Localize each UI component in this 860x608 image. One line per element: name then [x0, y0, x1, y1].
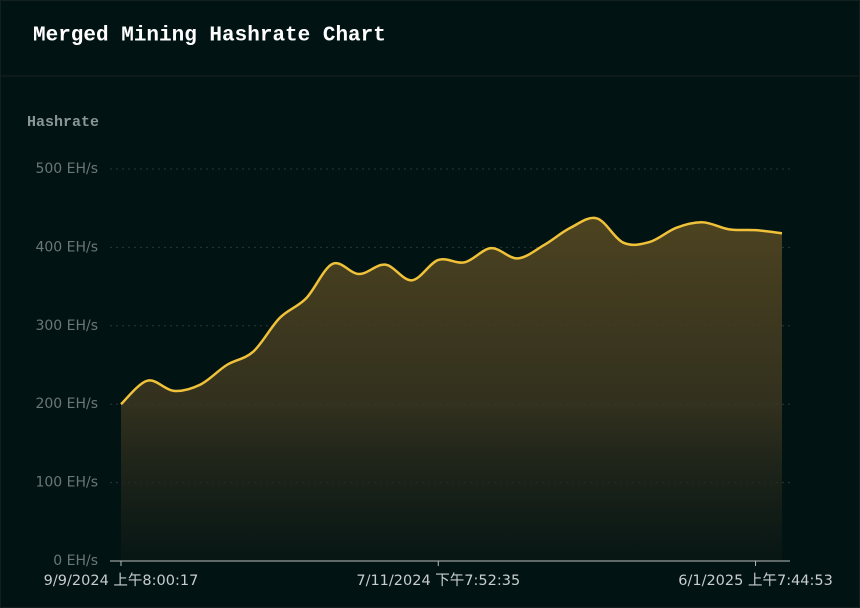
x-tick-label: 6/1/2025 上午7:44:53	[678, 572, 833, 589]
y-tick-label: 100 EH/s	[35, 475, 98, 491]
y-tick-label: 300 EH/s	[35, 318, 98, 334]
y-tick-label: 200 EH/s	[35, 396, 98, 412]
x-tick-label: 9/9/2024 上午8:00:17	[44, 572, 199, 589]
area	[121, 217, 782, 561]
page-title: Merged Mining Hashrate Chart	[33, 25, 386, 48]
y-axis-label: Hashrate	[27, 114, 99, 131]
y-tick-label: 400 EH/s	[35, 239, 98, 255]
y-tick-label: 0 EH/s	[53, 553, 98, 569]
x-tick-label: 7/11/2024 下午7:52:35	[356, 572, 520, 589]
line	[120, 216, 783, 406]
y-tick-label: 500 EH/s	[35, 161, 98, 177]
